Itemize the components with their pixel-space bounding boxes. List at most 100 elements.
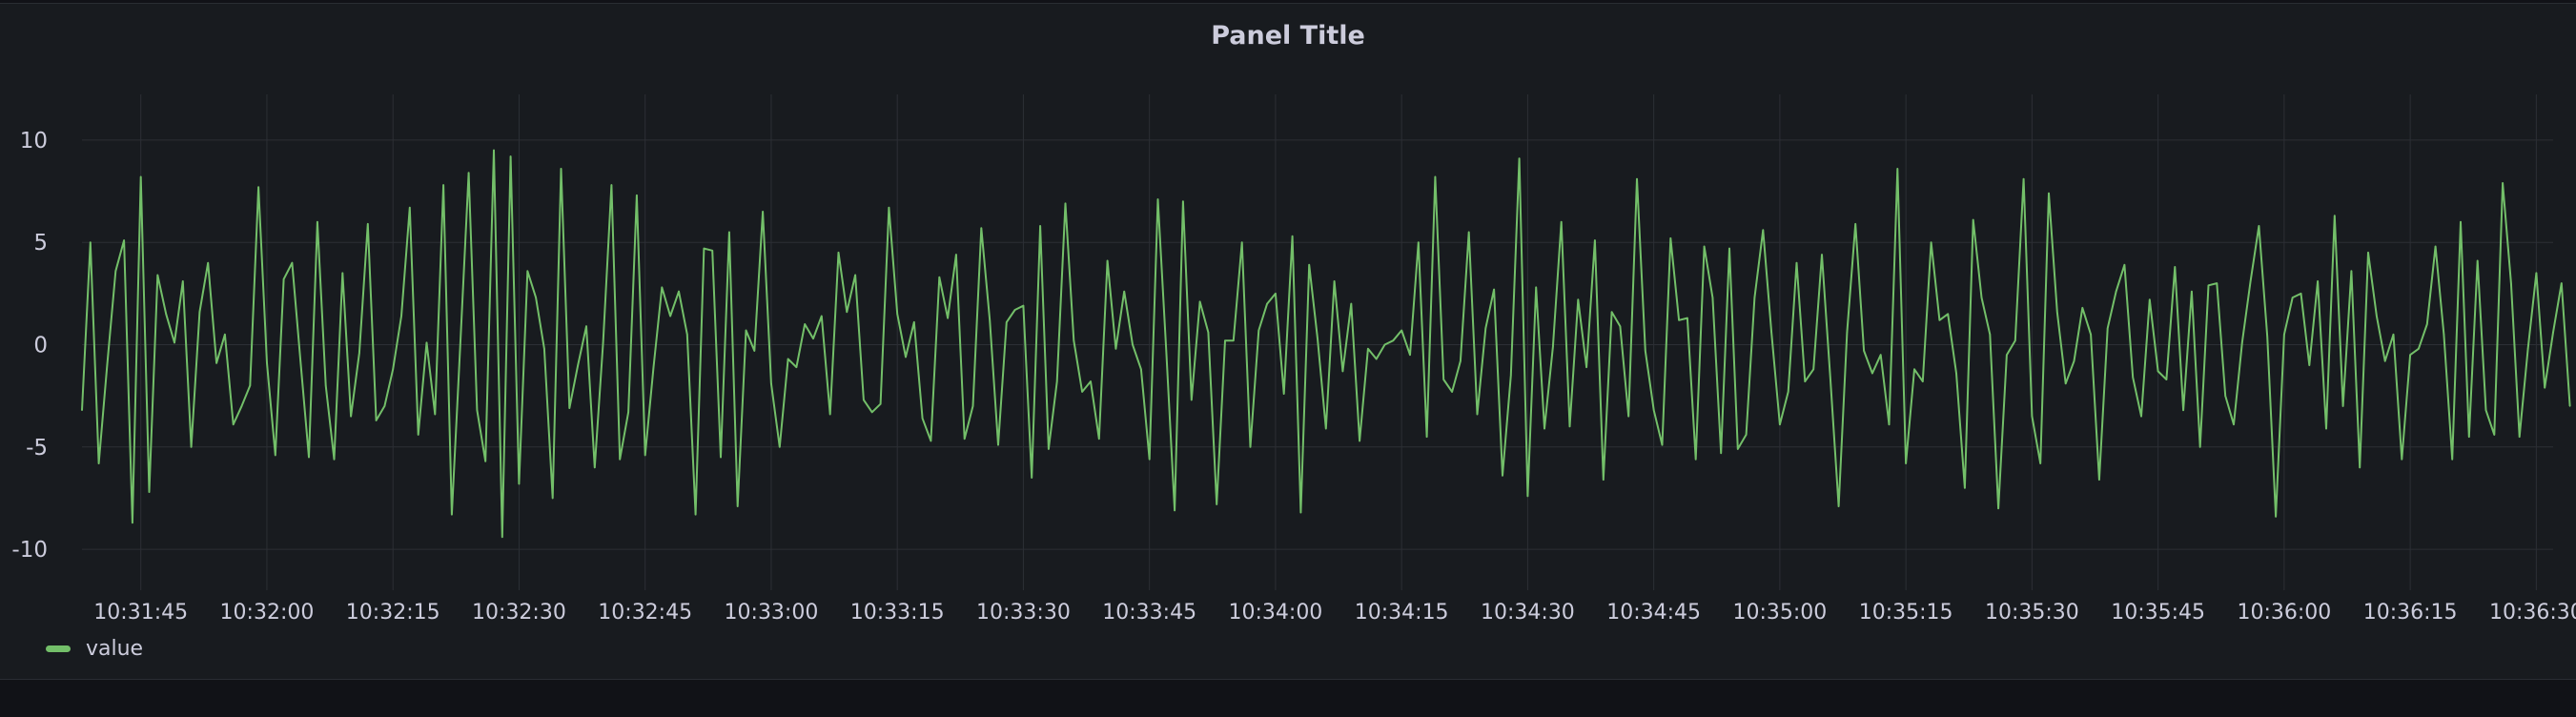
data-point <box>1703 245 1706 248</box>
data-point <box>1787 391 1789 393</box>
data-point <box>2258 225 2260 227</box>
data-point <box>686 334 688 336</box>
data-point <box>1955 372 1957 375</box>
data-point <box>282 278 285 280</box>
data-point <box>1233 339 1235 342</box>
data-point <box>1728 247 1730 250</box>
x-tick-label: 10:32:15 <box>346 601 440 625</box>
data-point <box>728 231 730 234</box>
data-point <box>971 405 974 407</box>
data-point <box>1812 368 1814 371</box>
data-point <box>694 513 697 516</box>
data-point <box>2191 290 2193 293</box>
data-point <box>1720 452 1722 455</box>
x-tick-label: 10:35:45 <box>2111 601 2205 625</box>
data-point <box>1594 239 1596 241</box>
data-point <box>1325 427 1327 430</box>
data-point <box>2064 382 2067 385</box>
data-point <box>2526 348 2529 350</box>
x-tick-label: 10:34:45 <box>1606 601 1701 625</box>
data-point <box>275 454 276 457</box>
data-point <box>2334 215 2336 217</box>
x-tick-label: 10:36:00 <box>2237 601 2331 625</box>
data-point <box>174 341 175 344</box>
data-point <box>1013 309 1016 311</box>
data-point <box>1148 458 1151 461</box>
data-point <box>299 359 302 362</box>
data-point <box>745 329 747 332</box>
data-point <box>1879 354 1882 357</box>
data-point <box>2081 307 2084 309</box>
data-point <box>1938 319 1941 321</box>
data-point <box>1652 409 1655 412</box>
data-point <box>425 341 428 344</box>
data-point <box>1922 380 1924 382</box>
data-point <box>997 443 999 446</box>
data-point <box>1913 368 1915 371</box>
data-point <box>1367 348 1369 350</box>
data-point <box>1409 354 1411 357</box>
data-point <box>484 461 487 462</box>
panel-title[interactable]: Panel Title <box>1211 21 1365 51</box>
data-point <box>132 522 133 523</box>
data-point <box>989 319 991 321</box>
x-tick-label: 10:34:15 <box>1355 601 1449 625</box>
data-point <box>863 399 865 401</box>
data-point <box>1753 297 1756 298</box>
data-point <box>2510 282 2512 284</box>
data-point <box>2493 434 2496 436</box>
data-point <box>577 364 579 366</box>
data-point <box>2198 446 2201 448</box>
data-point <box>1493 288 1495 291</box>
data-point <box>736 505 739 507</box>
data-point <box>2568 405 2571 407</box>
data-point <box>139 175 142 178</box>
data-point <box>1661 443 1664 446</box>
data-point <box>720 456 722 459</box>
data-point <box>1291 236 1294 237</box>
y-tick-label: -5 <box>26 436 48 461</box>
data-point <box>753 350 756 352</box>
data-point <box>2317 280 2319 282</box>
data-point <box>81 409 83 412</box>
data-point <box>568 407 571 409</box>
data-point <box>1114 348 1117 350</box>
data-point <box>1341 370 1344 373</box>
data-point <box>1997 507 1999 509</box>
data-point <box>1392 339 1395 342</box>
data-point <box>2207 284 2210 287</box>
data-point <box>779 446 781 448</box>
y-axis: 10 5 0 -5 -10 <box>11 129 48 563</box>
data-point <box>2359 466 2361 469</box>
x-tick-label: 10:32:45 <box>598 601 692 625</box>
data-point <box>182 280 184 282</box>
data-point <box>1123 290 1125 293</box>
data-point <box>1737 448 1739 450</box>
x-tick-label: 10:36:15 <box>2363 601 2458 625</box>
data-point <box>2165 379 2168 380</box>
data-point <box>2275 516 2277 518</box>
data-point <box>409 206 411 209</box>
data-point <box>2106 327 2109 330</box>
data-point <box>2484 409 2487 412</box>
data-point <box>476 409 479 412</box>
legend[interactable]: value <box>46 637 143 661</box>
series-line-value[interactable] <box>81 149 2571 539</box>
data-point <box>114 270 117 273</box>
data-point <box>947 317 949 319</box>
data-point <box>375 420 378 421</box>
data-point <box>661 286 664 289</box>
data-point <box>1224 339 1226 342</box>
series-layer <box>81 149 2571 539</box>
legend-label[interactable]: value <box>86 637 144 661</box>
data-point <box>2132 377 2134 379</box>
data-point <box>1518 157 1521 159</box>
data-point <box>837 252 840 254</box>
x-tick-label: 10:34:30 <box>1481 601 1575 625</box>
data-point <box>341 272 344 275</box>
data-point <box>324 384 327 387</box>
data-point <box>434 413 437 416</box>
data-point <box>2308 364 2311 366</box>
x-tick-label: 10:32:00 <box>220 601 315 625</box>
data-point <box>1804 380 1807 382</box>
